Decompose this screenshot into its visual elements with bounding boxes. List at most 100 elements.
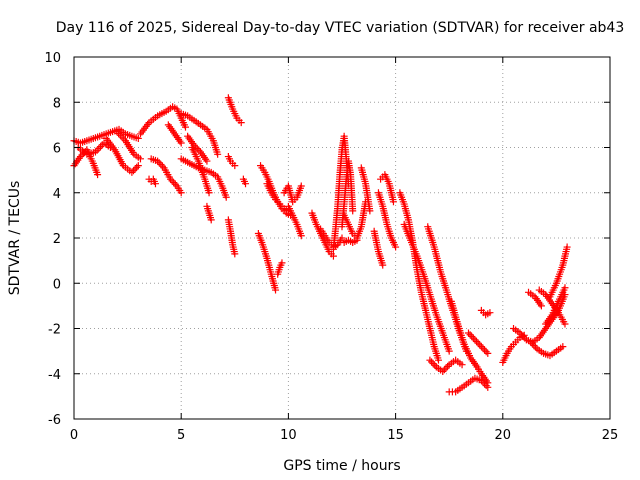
data-point-fill — [442, 364, 450, 372]
data-point — [205, 189, 213, 197]
data-point — [379, 261, 387, 269]
y-tick-label: -6 — [48, 413, 61, 428]
y-tick-label: 4 — [53, 187, 61, 202]
data-point — [392, 243, 400, 251]
data-point — [177, 139, 185, 147]
data-point-fill — [530, 341, 538, 349]
data-point — [207, 216, 215, 224]
data-point-fill — [521, 334, 529, 342]
data-point-fill — [469, 334, 477, 342]
data-point — [349, 207, 357, 215]
data-point — [297, 182, 305, 190]
y-tick-label: 0 — [53, 277, 61, 292]
x-axis-label: GPS time / hours — [283, 458, 400, 474]
data-point — [537, 302, 545, 310]
data-point-fill — [193, 145, 201, 153]
data-point — [151, 180, 159, 188]
x-tick-label: 10 — [280, 428, 297, 443]
data-point-fill — [431, 361, 439, 369]
data-point — [136, 155, 144, 163]
data-point — [477, 377, 485, 385]
data-point — [231, 250, 239, 258]
data-point-fill — [482, 348, 490, 356]
x-tick-label: 15 — [387, 428, 404, 443]
data-point — [214, 150, 222, 158]
data-point — [181, 123, 189, 131]
data-point-fill — [428, 358, 436, 366]
data-point — [278, 259, 286, 267]
data-point-fill — [474, 339, 482, 347]
data-point — [561, 320, 569, 328]
chart-title: Day 116 of 2025, Sidereal Day-to-day VTE… — [56, 20, 625, 36]
data-point — [486, 309, 494, 317]
y-tick-label: 2 — [53, 232, 61, 247]
x-tick-label: 5 — [177, 428, 185, 443]
data-point — [134, 134, 142, 142]
data-point — [353, 236, 361, 244]
data-point — [477, 343, 485, 351]
data-point-fill — [479, 344, 487, 352]
data-point — [134, 162, 142, 170]
data-point — [484, 383, 492, 391]
y-tick-label: -2 — [48, 323, 61, 338]
data-point — [561, 284, 569, 292]
y-axis-label: SDTVAR / TECUs — [7, 181, 23, 296]
data-point — [272, 286, 280, 294]
data-point — [203, 157, 211, 165]
data-point — [458, 361, 466, 369]
data-point — [426, 356, 434, 364]
data-point-fill — [531, 343, 539, 351]
y-tick-label: 10 — [44, 51, 61, 66]
data-point — [237, 119, 245, 127]
data-point-fill — [473, 338, 481, 346]
data-point — [445, 347, 453, 355]
data-point-fill — [468, 332, 476, 340]
data-point-fill — [195, 146, 203, 154]
x-tick-label: 0 — [70, 428, 78, 443]
data-point-fill — [444, 362, 452, 370]
y-tick-label: 8 — [53, 96, 61, 111]
data-point — [76, 153, 84, 161]
axes: 0 5 10 15 20 25 -6 -4 -2 0 2 4 6 8 10 — [44, 51, 618, 443]
data-point-fill — [171, 180, 179, 188]
data-point-fill — [133, 163, 141, 171]
data-point — [154, 157, 162, 165]
data-point — [222, 193, 230, 201]
data-point-fill — [131, 165, 139, 173]
data-point — [231, 162, 239, 170]
data-point — [94, 171, 102, 179]
data-point-fill — [170, 179, 178, 187]
data-point — [563, 243, 571, 251]
y-tick-label: -4 — [48, 368, 61, 383]
data-point — [177, 189, 185, 197]
data-point — [464, 329, 472, 337]
data-point — [297, 232, 305, 240]
data-point-fill — [476, 341, 484, 349]
data-point — [128, 168, 136, 176]
data-point-fill — [168, 177, 176, 185]
data-point — [389, 198, 397, 206]
x-tick-label: 25 — [602, 428, 619, 443]
data-point-fill — [157, 160, 165, 168]
y-tick-label: 6 — [53, 142, 61, 157]
x-tick-label: 20 — [495, 428, 512, 443]
data-point — [366, 207, 374, 215]
data-points — [70, 94, 571, 396]
data-point — [471, 336, 479, 344]
data-point-fill — [429, 360, 437, 368]
data-point-fill — [519, 332, 527, 340]
data-point — [559, 343, 567, 351]
data-point-fill — [481, 346, 489, 354]
data-point-fill — [440, 366, 448, 374]
data-point-fill — [466, 331, 474, 339]
data-point-fill — [129, 167, 137, 175]
data-point — [166, 175, 174, 183]
data-point — [338, 234, 346, 242]
data-point-fill — [481, 380, 489, 388]
data-point — [439, 367, 447, 375]
data-point — [329, 252, 337, 260]
data-point-fill — [158, 162, 166, 170]
data-point — [434, 356, 442, 364]
data-point — [516, 329, 524, 337]
